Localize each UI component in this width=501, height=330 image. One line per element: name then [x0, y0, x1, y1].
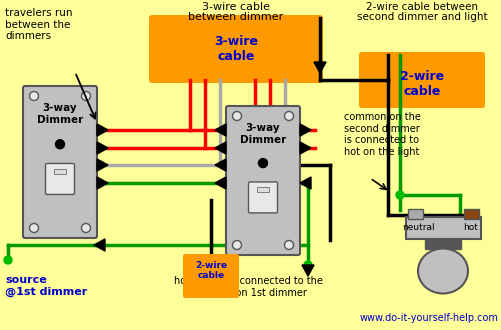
Text: hot source is connected to the
common on 1st dimmer: hot source is connected to the common on… [173, 276, 322, 298]
Polygon shape [94, 239, 105, 251]
Text: neutral: neutral [401, 223, 433, 233]
Bar [407, 209, 422, 219]
Text: 2-wire cable between: 2-wire cable between [365, 2, 477, 12]
FancyBboxPatch shape [183, 254, 238, 298]
Circle shape [56, 140, 64, 149]
Circle shape [304, 261, 312, 269]
Polygon shape [214, 142, 225, 154]
Ellipse shape [417, 248, 467, 293]
Text: between dimmer: between dimmer [188, 12, 283, 22]
Text: source
@1st dimmer: source @1st dimmer [5, 275, 87, 297]
Text: 3-way
Dimmer: 3-way Dimmer [37, 103, 83, 125]
Circle shape [258, 159, 267, 168]
Polygon shape [300, 142, 311, 154]
Polygon shape [313, 62, 326, 73]
Text: hot: hot [462, 223, 477, 233]
FancyBboxPatch shape [225, 106, 300, 255]
Text: www.do-it-yourself-help.com: www.do-it-yourself-help.com [358, 313, 497, 323]
Text: 3-way
Dimmer: 3-way Dimmer [239, 123, 286, 145]
Circle shape [30, 223, 39, 233]
Circle shape [284, 241, 293, 249]
Text: 3-wire
cable: 3-wire cable [213, 35, 258, 63]
Polygon shape [301, 265, 314, 276]
Text: second dimmer and light: second dimmer and light [356, 12, 486, 22]
FancyBboxPatch shape [23, 86, 97, 238]
Circle shape [395, 191, 403, 199]
Polygon shape [214, 177, 225, 189]
Text: travelers run
between the
dimmers: travelers run between the dimmers [5, 8, 72, 41]
Bar [257, 187, 269, 192]
Circle shape [81, 91, 90, 101]
Text: 2-wire
cable: 2-wire cable [399, 70, 443, 98]
Polygon shape [214, 159, 225, 171]
Bar [463, 209, 478, 219]
Bar [424, 239, 460, 249]
Circle shape [4, 256, 12, 264]
Bar [405, 217, 480, 239]
Circle shape [232, 112, 241, 120]
Polygon shape [300, 177, 311, 189]
Circle shape [81, 223, 90, 233]
Text: common on the
second dimmer
is connected to
hot on the light: common on the second dimmer is connected… [343, 112, 420, 157]
Bar [54, 169, 66, 174]
Polygon shape [97, 124, 108, 136]
FancyBboxPatch shape [46, 163, 74, 194]
FancyBboxPatch shape [358, 52, 484, 108]
Circle shape [284, 112, 293, 120]
Text: 3-wire cable: 3-wire cable [201, 2, 270, 12]
Polygon shape [300, 124, 311, 136]
Polygon shape [97, 142, 108, 154]
FancyBboxPatch shape [149, 15, 322, 83]
Polygon shape [214, 124, 225, 136]
FancyBboxPatch shape [248, 182, 277, 213]
Circle shape [30, 91, 39, 101]
Polygon shape [97, 177, 108, 189]
Polygon shape [97, 159, 108, 171]
Circle shape [232, 241, 241, 249]
Text: 2-wire
cable: 2-wire cable [194, 261, 226, 280]
